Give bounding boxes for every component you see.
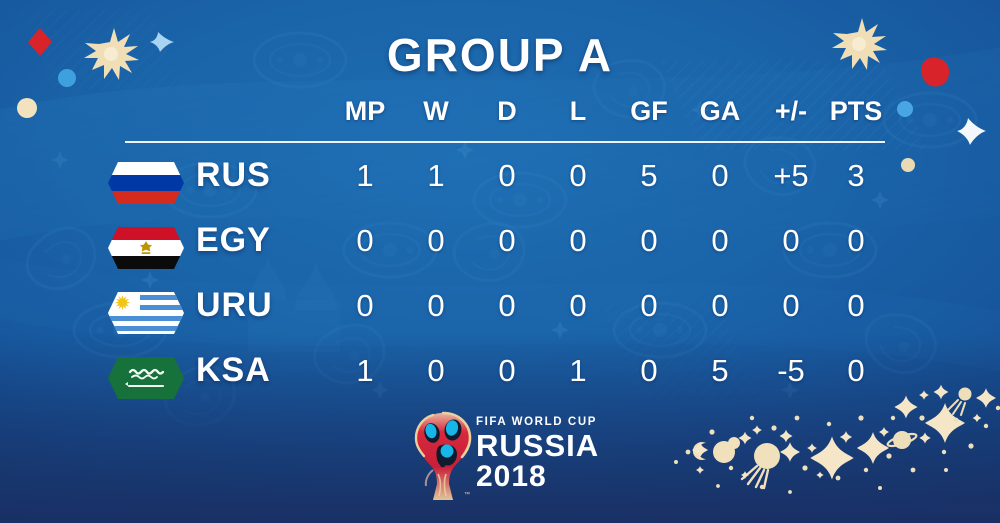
table-row[interactable]: KSA 1 0 0 1 0 5 -5 0 — [0, 347, 1000, 409]
egypt-flag — [108, 225, 184, 271]
cell-l: 1 — [569, 353, 587, 388]
cream-dot-confetti — [17, 98, 37, 118]
logo-country-line: RUSSIA — [476, 428, 600, 463]
cell-d: 0 — [498, 158, 516, 193]
svg-text:™: ™ — [464, 491, 470, 498]
cell-ga: 0 — [711, 158, 729, 193]
column-header-gf: GF — [630, 96, 668, 126]
cell-ga: 0 — [711, 223, 729, 258]
table-row[interactable]: URU 0 0 0 0 0 0 0 0 — [0, 282, 1000, 344]
ringed-planet-sparkle — [740, 443, 780, 490]
russia-flag — [108, 160, 184, 206]
team-code: RUS — [196, 156, 271, 194]
cell-gd: -5 — [777, 353, 805, 388]
cell-mp: 0 — [356, 223, 374, 258]
table-row[interactable]: RUS 1 1 0 0 5 0 +5 3 — [0, 152, 1000, 214]
cell-l: 0 — [569, 158, 587, 193]
column-header-pts: PTS — [829, 96, 883, 126]
cell-pts: 0 — [847, 353, 865, 388]
cell-gf: 5 — [640, 158, 658, 193]
logo-text-block: FIFA WORLD CUP RUSSIA 2018 — [476, 416, 599, 493]
team-code: EGY — [196, 221, 271, 259]
page-title: GROUP A — [386, 29, 614, 81]
column-header-ga: GA — [699, 96, 741, 126]
gold-starburst-confetti — [84, 28, 139, 80]
table-row[interactable]: EGY 0 0 0 0 0 0 0 0 — [0, 217, 1000, 279]
column-header-gd: +/- — [774, 96, 808, 126]
ringed-planet-sparkle-3 — [947, 387, 972, 416]
cell-w: 0 — [427, 223, 445, 258]
saudi-arabia-flag — [108, 355, 184, 401]
red-diamond-confetti — [28, 28, 52, 56]
cell-gd: 0 — [782, 288, 800, 323]
blue-dot-confetti-right — [897, 101, 913, 117]
cell-w: 0 — [427, 353, 445, 388]
cell-pts: 0 — [847, 223, 865, 258]
blue-star-confetti — [150, 32, 174, 52]
table-header-row: MP W D L GF GA +/- PTS — [0, 96, 1000, 132]
blue-dot-confetti — [58, 69, 76, 87]
ringed-planet-sparkle-2 — [886, 431, 918, 449]
logo-fifa-line: FIFA WORLD CUP — [476, 416, 597, 428]
cell-pts: 0 — [847, 288, 865, 323]
cell-ga: 0 — [711, 288, 729, 323]
column-header-d: D — [497, 96, 517, 126]
cell-mp: 0 — [356, 288, 374, 323]
cell-d: 0 — [498, 288, 516, 323]
cell-gd: +5 — [773, 158, 809, 193]
cell-w: 1 — [427, 158, 445, 193]
cell-gf: 0 — [640, 223, 658, 258]
header-separator-line — [125, 141, 885, 143]
fifa-world-cup-logo: ™ FIFA WORLD CUP RUSSIA 2018 — [408, 410, 598, 510]
column-header-w: W — [423, 96, 449, 126]
cell-l: 0 — [569, 223, 587, 258]
cell-gf: 0 — [640, 353, 658, 388]
logo-year-line: 2018 — [476, 459, 547, 493]
red-blob-confetti — [921, 57, 950, 87]
cell-gd: 0 — [782, 223, 800, 258]
crescent-moon-sparkle — [692, 442, 706, 460]
team-code: URU — [196, 286, 273, 324]
column-header-l: L — [569, 96, 587, 126]
cell-mp: 1 — [356, 158, 374, 193]
fifa-world-cup-trophy-emblem: ™ — [414, 411, 472, 500]
column-header-mp: MP — [344, 96, 386, 126]
cell-gf: 0 — [640, 288, 658, 323]
cream-dot-confetti-right — [901, 158, 915, 172]
uruguay-flag — [108, 290, 184, 336]
planet-dot-2 — [728, 437, 740, 449]
white-star-confetti — [957, 118, 986, 145]
cell-d: 0 — [498, 353, 516, 388]
cell-l: 0 — [569, 288, 587, 323]
cell-ga: 5 — [711, 353, 729, 388]
cell-d: 0 — [498, 223, 516, 258]
team-code: KSA — [196, 351, 271, 389]
cell-mp: 1 — [356, 353, 374, 388]
gold-starburst-confetti-right — [832, 18, 887, 70]
cell-w: 0 — [427, 288, 445, 323]
cell-pts: 3 — [847, 158, 865, 193]
